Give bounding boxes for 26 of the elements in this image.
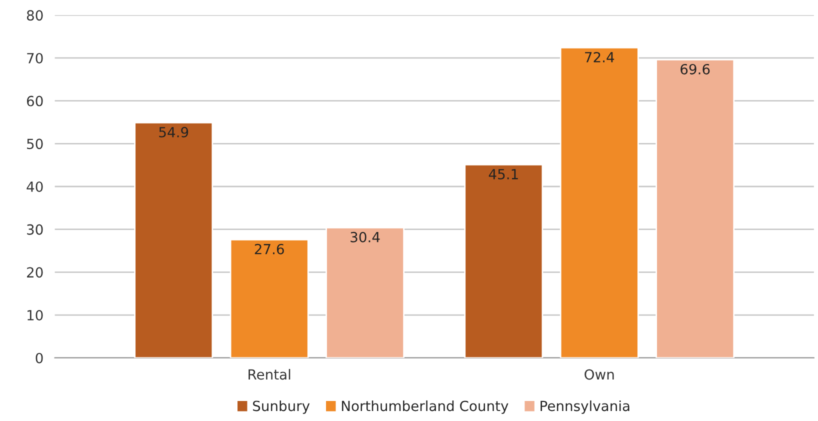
bar: [656, 59, 735, 358]
legend-label: Sunbury: [253, 400, 310, 414]
y-tick-label: 10: [28, 310, 43, 320]
bar: [230, 238, 309, 358]
legend-label: Pennsylvania: [540, 400, 630, 414]
data-label: 54.9: [159, 126, 188, 138]
x-tick-label: Rental: [248, 368, 290, 380]
legend-label: Northumberland County: [342, 400, 508, 414]
bar: [134, 122, 214, 358]
y-tick-label: 30: [27, 224, 43, 235]
y-tick-label: 70: [27, 52, 43, 64]
data-label: 45.1: [488, 169, 518, 180]
data-label: 27.6: [254, 244, 284, 254]
data-label: 30.4: [350, 232, 380, 242]
y-tick-label: 80: [26, 10, 43, 21]
y-tick-label: 60: [26, 96, 43, 106]
bar: [560, 47, 639, 358]
y-tick-label: 40: [26, 181, 43, 192]
bar: [326, 226, 405, 358]
data-label: 69.6: [680, 64, 710, 74]
bar: [464, 164, 544, 358]
y-tick-label: 0: [36, 352, 43, 364]
x-tick-label: Own: [584, 369, 614, 380]
data-label: 72.4: [585, 52, 614, 62]
y-tick-label: 50: [27, 138, 43, 150]
y-tick-label: 20: [27, 267, 43, 278]
